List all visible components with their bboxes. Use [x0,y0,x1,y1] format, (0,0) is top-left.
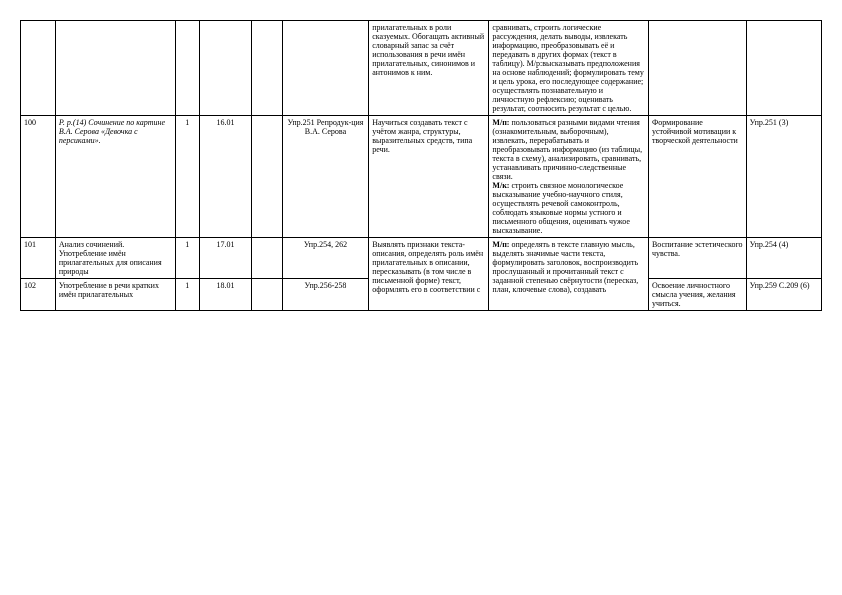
cell-hours: 1 [176,238,200,279]
cell-form [648,21,746,116]
cell-learn: Выявлять признаки текста-описания, опред… [369,238,489,311]
cell-num [21,21,56,116]
cell-learn: прилагательных в роли сказуемых. Обогаща… [369,21,489,116]
cell-date: 18.01 [199,279,252,311]
table-row: 100 Р. р.(14) Сочинение по картине В.А. … [21,116,822,238]
meta-prefix: М/к: [492,181,509,190]
cell-hw: Упр.254 (4) [746,238,821,279]
meta-prefix: М/п: [492,240,509,249]
cell-hw: Упр.259 С.209 (6) [746,279,821,311]
cell-form: Воспитание эстетического чувства. [648,238,746,279]
cell-num: 101 [21,238,56,279]
meta-prefix: М/п: [492,118,509,127]
meta-body: строить связное монологическое высказыва… [492,181,630,235]
cell-num: 100 [21,116,56,238]
cell-materials: Упр.251 Репродук-ция В.А. Серова [282,116,369,238]
cell-hours: 1 [176,116,200,238]
cell-date [199,21,252,116]
cell-blank [252,238,282,279]
table-row: 101 Анализ сочинений. Употребление имён … [21,238,822,279]
lesson-plan-table: прилагательных в роли сказуемых. Обогаща… [20,20,822,311]
cell-topic: Р. р.(14) Сочинение по картине В.А. Серо… [55,116,175,238]
cell-num: 102 [21,279,56,311]
cell-topic: Анализ сочинений. Употребление имён прил… [55,238,175,279]
cell-topic [55,21,175,116]
cell-hours: 1 [176,279,200,311]
meta-body: пользоваться разными видами чтения (озна… [492,118,642,181]
cell-materials [282,21,369,116]
cell-blank [252,21,282,116]
cell-hw [746,21,821,116]
cell-blank [252,279,282,311]
cell-date: 16.01 [199,116,252,238]
cell-meta: М/п: пользоваться разными видами чтения … [489,116,649,238]
cell-form: Освоение личностного смысла учения, жела… [648,279,746,311]
table-row: прилагательных в роли сказуемых. Обогаща… [21,21,822,116]
meta-body: определять в тексте главную мысль, выдел… [492,240,638,294]
cell-form: Формирование устойчивой мотивации к твор… [648,116,746,238]
cell-blank [252,116,282,238]
cell-learn: Научиться создавать текст с учётом жанра… [369,116,489,238]
cell-materials: Упр.254, 262 [282,238,369,279]
cell-meta: М/п: определять в тексте главную мысль, … [489,238,649,311]
cell-hw: Упр.251 (3) [746,116,821,238]
cell-materials: Упр.256-258 [282,279,369,311]
cell-meta: сравнивать, строить логические рассужден… [489,21,649,116]
cell-topic: Употребление в речи кратких имён прилага… [55,279,175,311]
cell-hours [176,21,200,116]
cell-date: 17.01 [199,238,252,279]
